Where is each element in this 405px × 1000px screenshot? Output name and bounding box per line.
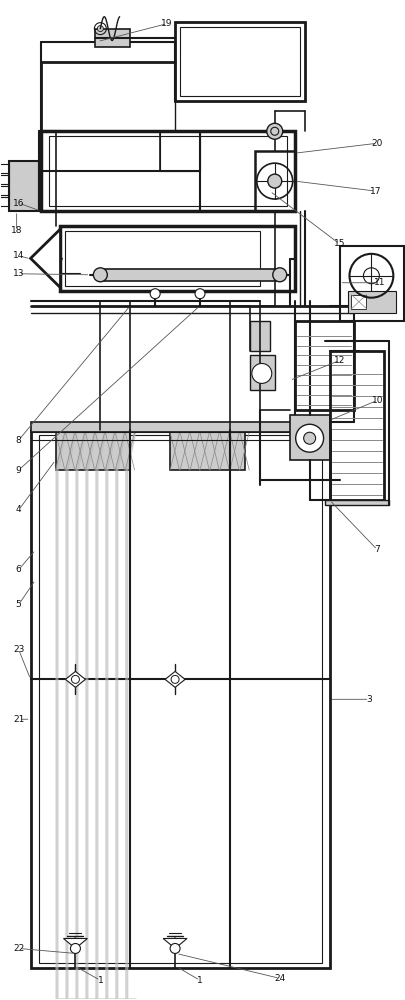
Bar [30, 422, 329, 432]
Circle shape [303, 432, 315, 444]
Polygon shape [63, 938, 87, 948]
Bar [347, 291, 395, 313]
Bar [294, 321, 354, 410]
Text: 19: 19 [161, 19, 173, 28]
Bar [49, 136, 286, 206]
Circle shape [150, 289, 160, 299]
Circle shape [295, 424, 323, 452]
Circle shape [93, 268, 107, 282]
Bar [9, 161, 38, 211]
Text: 1: 1 [97, 976, 103, 985]
Bar [351, 295, 366, 309]
Bar [38, 435, 321, 963]
Bar [0, 186, 9, 195]
Circle shape [71, 675, 79, 683]
Circle shape [70, 943, 80, 953]
Bar [289, 415, 329, 460]
Text: 15: 15 [333, 239, 344, 248]
Bar [324, 500, 388, 505]
Bar [339, 246, 403, 321]
Text: 7: 7 [373, 545, 379, 554]
Text: 23: 23 [13, 645, 24, 654]
Bar [170, 432, 244, 470]
Bar [65, 231, 259, 286]
Text: 16: 16 [13, 199, 24, 208]
Text: 11: 11 [373, 278, 384, 287]
Text: 5: 5 [16, 600, 21, 609]
Bar [175, 22, 304, 101]
Text: 12: 12 [333, 356, 344, 365]
Circle shape [266, 123, 282, 139]
Bar [0, 197, 9, 206]
Circle shape [251, 363, 271, 383]
Text: 6: 6 [16, 565, 21, 574]
Text: 4: 4 [16, 505, 21, 514]
Text: 18: 18 [11, 226, 22, 235]
Bar [30, 430, 329, 968]
Bar [160, 131, 200, 171]
Polygon shape [30, 229, 60, 288]
Circle shape [171, 675, 179, 683]
Bar [254, 151, 294, 211]
Bar [249, 355, 274, 390]
Circle shape [170, 943, 180, 953]
Circle shape [97, 26, 103, 32]
Text: 17: 17 [369, 187, 380, 196]
Text: 3: 3 [366, 695, 371, 704]
Text: 24: 24 [273, 974, 285, 983]
Polygon shape [165, 671, 185, 687]
Text: 10: 10 [371, 396, 382, 405]
Bar [180, 27, 299, 96]
Bar [30, 432, 329, 440]
Circle shape [267, 174, 281, 188]
Text: 1: 1 [197, 976, 202, 985]
Bar [95, 29, 130, 47]
Polygon shape [163, 938, 187, 948]
Bar [40, 131, 294, 211]
Bar [60, 226, 294, 291]
Text: 21: 21 [13, 715, 24, 724]
Text: 9: 9 [16, 466, 21, 475]
Text: 8: 8 [16, 436, 21, 445]
Bar [100, 269, 279, 281]
Text: 22: 22 [13, 944, 24, 953]
Bar [55, 432, 130, 470]
Circle shape [194, 289, 205, 299]
Text: 13: 13 [13, 269, 24, 278]
Bar [0, 164, 9, 173]
Bar [249, 321, 269, 351]
Bar [0, 175, 9, 184]
Text: 14: 14 [13, 251, 24, 260]
Polygon shape [65, 671, 85, 687]
Circle shape [272, 268, 286, 282]
Text: 20: 20 [371, 139, 382, 148]
Bar [329, 351, 384, 500]
